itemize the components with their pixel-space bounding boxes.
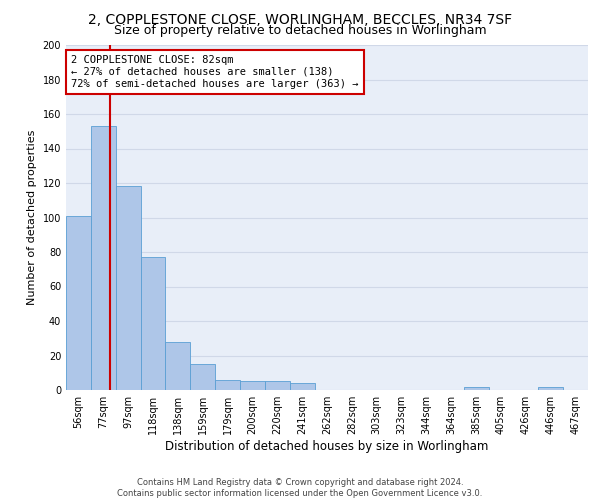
Bar	[265, 382, 290, 390]
X-axis label: Distribution of detached houses by size in Worlingham: Distribution of detached houses by size …	[166, 440, 488, 453]
Bar	[190, 364, 215, 390]
Bar	[66, 216, 91, 390]
Text: Size of property relative to detached houses in Worlingham: Size of property relative to detached ho…	[113, 24, 487, 37]
Bar	[240, 382, 265, 390]
Bar	[140, 257, 166, 390]
Bar	[464, 386, 488, 390]
Bar	[116, 186, 140, 390]
Bar	[538, 386, 563, 390]
Text: 2, COPPLESTONE CLOSE, WORLINGHAM, BECCLES, NR34 7SF: 2, COPPLESTONE CLOSE, WORLINGHAM, BECCLE…	[88, 12, 512, 26]
Bar	[215, 380, 240, 390]
Text: Contains HM Land Registry data © Crown copyright and database right 2024.
Contai: Contains HM Land Registry data © Crown c…	[118, 478, 482, 498]
Y-axis label: Number of detached properties: Number of detached properties	[27, 130, 37, 305]
Bar	[91, 126, 116, 390]
Text: 2 COPPLESTONE CLOSE: 82sqm
← 27% of detached houses are smaller (138)
72% of sem: 2 COPPLESTONE CLOSE: 82sqm ← 27% of deta…	[71, 56, 359, 88]
Bar	[166, 342, 190, 390]
Bar	[290, 383, 314, 390]
